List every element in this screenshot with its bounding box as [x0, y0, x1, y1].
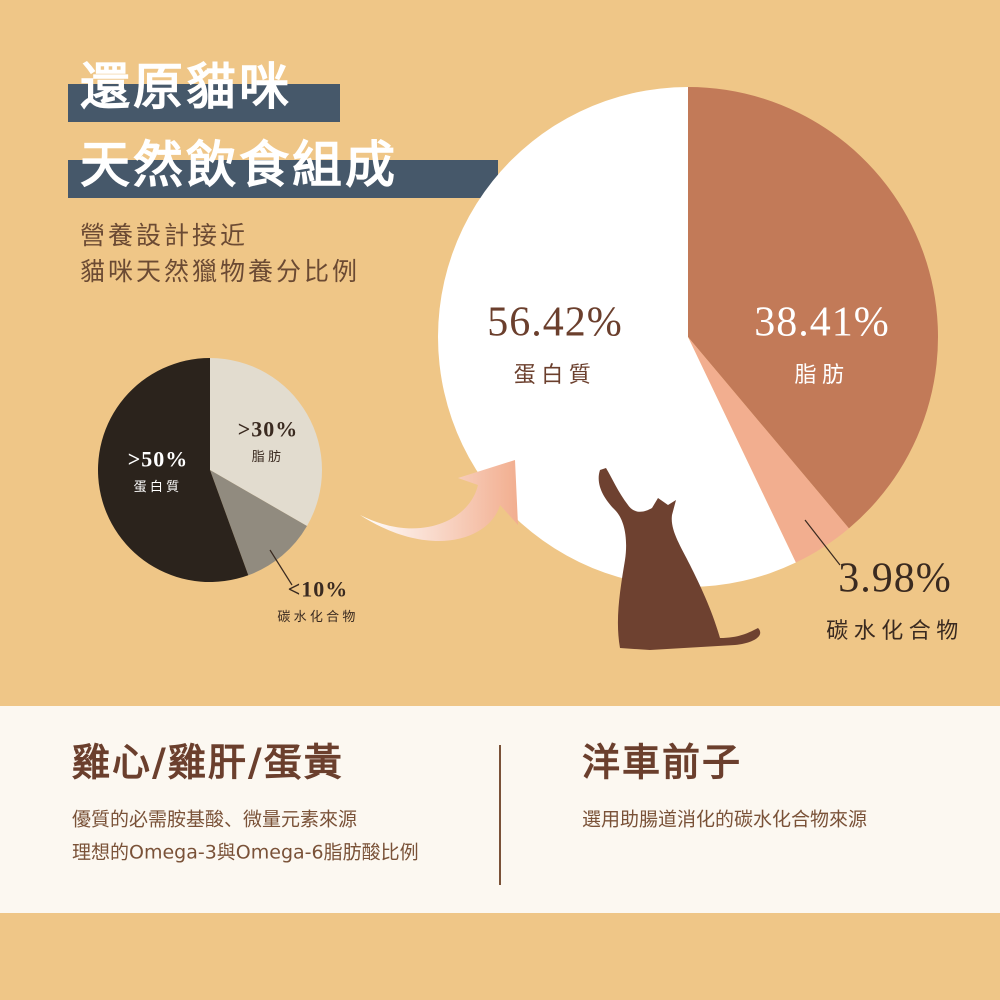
category-label: 碳水化合物 [826, 619, 964, 644]
arrow [360, 460, 518, 542]
value-label: >30% [238, 417, 299, 442]
pie-slice [438, 87, 796, 587]
pie-slice [210, 358, 322, 526]
title-box [68, 84, 340, 122]
feature-title: 洋車前子 [582, 741, 742, 785]
category-label: 蛋白質 [514, 363, 597, 388]
subtitle: 貓咪天然獵物養分比例 [80, 257, 360, 286]
category-label: 脂肪 [794, 363, 849, 388]
pie-slice [210, 470, 307, 576]
pie-slice [97, 358, 249, 582]
feature-title: 雞心/雞肝/蛋黃 [72, 741, 344, 785]
title-box [68, 160, 498, 198]
category-label: 脂肪 [252, 449, 285, 465]
cat-silhouette [598, 468, 761, 650]
value-label: 56.42% [487, 300, 623, 346]
title: 還原貓咪 [80, 58, 292, 116]
category-label: 蛋白質 [134, 479, 183, 495]
value-label: 3.98% [838, 556, 952, 602]
feature-text: 優質的必需胺基酸、微量元素來源 [72, 809, 357, 831]
subtitle: 營養設計接近 [80, 221, 248, 250]
title: 天然飲食組成 [80, 136, 398, 194]
value-label: <10% [288, 577, 349, 602]
leader-line [804, 519, 841, 566]
pie-slice [688, 337, 849, 563]
category-label: 碳水化合物 [277, 610, 358, 625]
value-label: 38.41% [754, 300, 890, 346]
value-label: >50% [128, 447, 189, 472]
leader-line [269, 549, 293, 586]
feature-text: 選用助腸道消化的碳水化合物來源 [582, 809, 867, 831]
feature-text: 理想的Omega-3與Omega-6脂肪酸比例 [72, 842, 419, 864]
pie-slice [688, 87, 939, 529]
